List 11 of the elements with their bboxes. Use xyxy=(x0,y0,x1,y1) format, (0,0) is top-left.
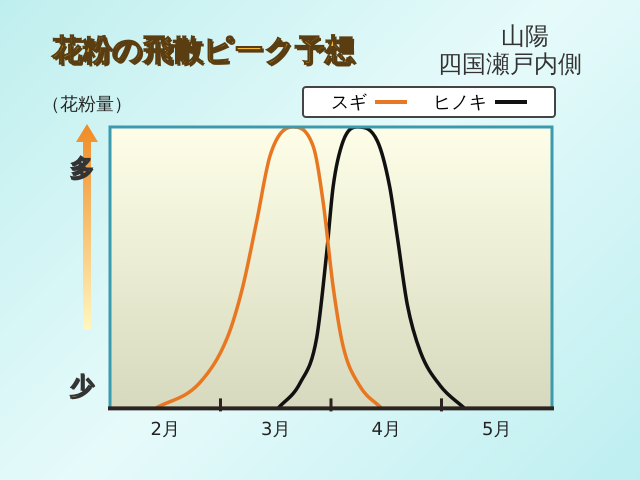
chart-subtitle: 山陽 xyxy=(500,22,550,50)
y-axis-title: （花粉量） xyxy=(42,93,132,116)
text: 四国瀬戸内側 xyxy=(437,50,583,78)
x-tick-label: 3月 xyxy=(261,418,290,440)
legend-label: スギ xyxy=(331,91,367,114)
chart-title: 花粉の飛散ピーク予想 xyxy=(52,32,355,70)
legend-label: ヒノキ xyxy=(433,91,487,114)
text: 少 xyxy=(70,371,94,402)
x-tick-label: 5月 xyxy=(482,418,512,440)
x-tick-label: 4月 xyxy=(372,418,401,440)
x-tick-label: 2月 xyxy=(150,418,180,440)
